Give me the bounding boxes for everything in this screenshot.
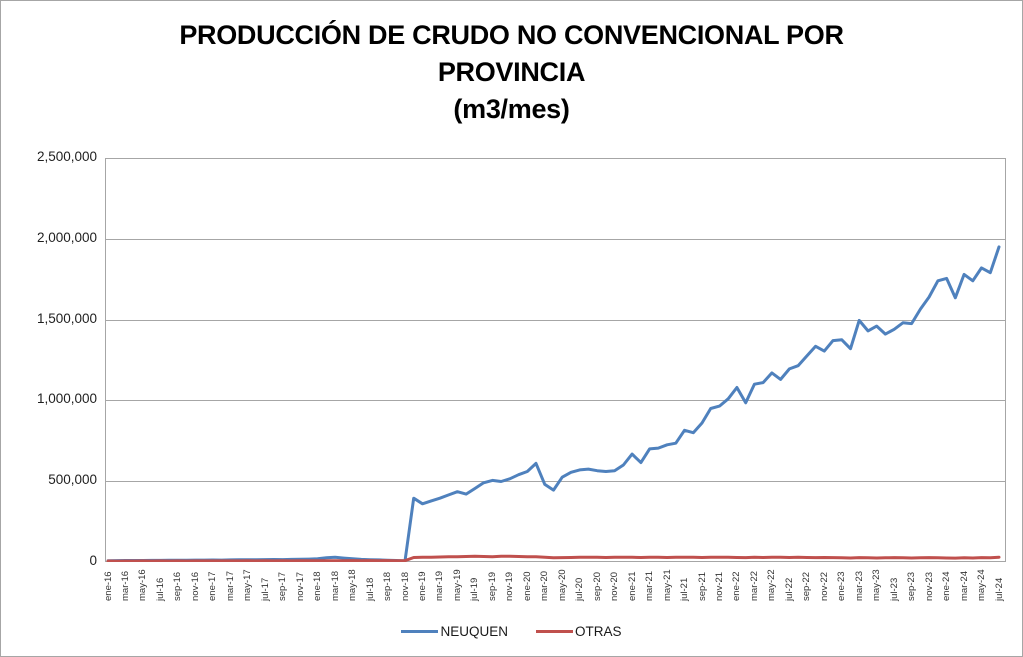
legend-label: NEUQUEN [440,624,508,639]
x-axis-tick-label: may-19 [451,569,463,601]
legend-item-otras: OTRAS [536,624,622,639]
x-axis-tick-label: ene-19 [416,571,428,601]
x-axis-tick-label: may-22 [766,569,778,601]
x-axis-tick-label: mar-21 [644,570,656,601]
x-axis-tick-label: mar-16 [119,570,131,601]
x-axis-tick-label: may-16 [137,569,149,601]
chart-canvas [105,158,1006,562]
y-axis-tick-label: 2,500,000 [36,149,97,164]
x-axis-tick-label: jul-21 [679,577,691,601]
legend-line-swatch-otras [536,629,573,634]
plot-area [105,158,1006,562]
x-axis-tick-label: mar-22 [748,570,760,601]
x-axis-tick-label: sep-17 [277,571,289,601]
y-axis-tick-label: 1,000,000 [36,391,97,407]
x-axis-tick-label: jul-24 [993,577,1005,601]
x-axis-tick-label: may-18 [347,569,359,601]
chart-title-line-1: PRODUCCIÓN DE CRUDO NO CONVENCIONAL POR [179,20,844,50]
x-axis-tick-label: sep-19 [486,571,498,601]
x-axis-tick-label: may-21 [661,569,673,601]
x-axis-tick-label: nov-22 [818,571,830,601]
y-axis-tick-label: 500,000 [48,472,97,488]
x-axis-tick-label: ene-18 [312,571,324,601]
x-axis-tick-label: nov-19 [504,571,516,601]
x-axis-tick-label: jul-19 [469,577,481,601]
series-line-otras [106,554,1001,562]
x-axis-tick-label: ene-20 [521,571,533,601]
x-axis-tick-label: sep-18 [382,571,394,601]
x-axis-tick-label: mar-19 [434,570,446,601]
x-axis-tick-label: jul-16 [154,577,166,601]
legend-line-swatch-neuquen [401,629,439,634]
x-axis-tick-label: jul-17 [259,577,271,601]
x-axis-tick-label: nov-23 [923,571,935,601]
x-axis-tick-label: may-23 [871,569,883,601]
x-axis-tick-label: sep-22 [801,571,813,601]
x-axis-tick-label: nov-16 [189,571,201,601]
x-axis-tick-label: ene-16 [102,571,114,601]
x-axis-tick-label: sep-23 [906,571,918,601]
x-axis-tick-label: nov-17 [294,571,306,601]
x-axis-tick-label: jul-22 [783,577,795,601]
x-axis-tick-label: mar-23 [853,570,865,601]
x-axis-tick-label: jul-23 [888,577,900,601]
series-line-neuquen [106,245,1001,562]
x-axis-tick-label: ene-22 [731,571,743,601]
x-axis-tick-label: jul-20 [574,577,586,601]
x-axis-tick-label: may-17 [242,569,254,601]
chart-title-line-3: (m3/mes) [453,94,570,124]
x-axis-tick-label: mar-18 [329,570,341,601]
x-axis-tick-label: nov-21 [713,571,725,601]
y-axis-tick-label: 2,000,000 [36,229,97,245]
y-axis-tick-label: 0 [89,553,97,568]
chart-title: PRODUCCIÓN DE CRUDO NO CONVENCIONAL POR … [1,17,1022,128]
legend-item-neuquen: NEUQUEN [401,624,508,639]
x-axis-tick-label: ene-24 [941,571,953,601]
x-axis-tick-label: mar-20 [539,570,551,601]
x-axis-tick-label: mar-17 [224,570,236,601]
x-axis-tick-label: nov-20 [609,571,621,601]
y-axis-tick-label: 1,500,000 [36,310,97,326]
x-axis-tick-label: sep-16 [172,571,184,601]
x-axis-tick-label: jul-18 [364,577,376,601]
x-axis-tick-label: ene-23 [836,571,848,601]
x-axis-tick-label: nov-18 [399,571,411,601]
x-axis-tick-label: ene-21 [626,571,638,601]
x-axis-tick-label: may-20 [556,569,568,601]
legend: NEUQUEN OTRAS [1,624,1022,639]
x-axis-tick-label: sep-21 [696,571,708,601]
x-axis-tick-label: sep-20 [591,571,603,601]
x-axis-tick-label: may-24 [976,569,988,601]
x-axis-tick-label: mar-24 [958,570,970,601]
x-axis-tick-label: ene-17 [207,571,219,601]
chart-title-line-2: PROVINCIA [437,57,586,87]
legend-label: OTRAS [575,624,622,639]
